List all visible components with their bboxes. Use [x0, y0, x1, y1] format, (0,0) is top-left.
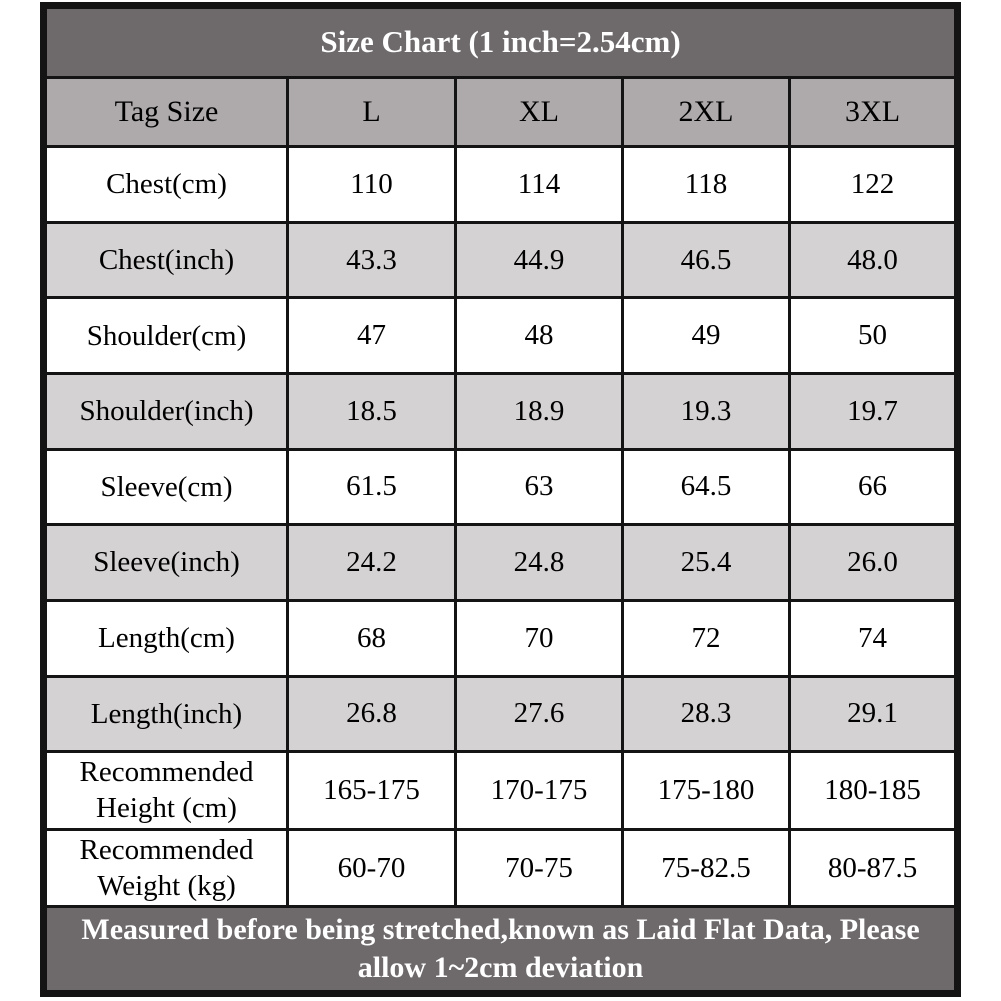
column-header-l: L [286, 75, 457, 149]
cell-value: 48 [454, 296, 624, 376]
column-header-xl: XL [454, 75, 624, 149]
table-row: Sleeve(inch) 24.2 24.8 25.4 26.0 [44, 523, 958, 602]
cell-value: 43.3 [286, 220, 457, 300]
cell-value: 114 [454, 145, 624, 224]
cell-value: 75-82.5 [621, 827, 791, 909]
cell-value: 48.0 [787, 220, 958, 300]
cell-value: 27.6 [454, 674, 624, 754]
column-header-tag-size: Tag Size [44, 75, 289, 149]
row-label: Chest(cm) [44, 145, 289, 224]
row-label: Shoulder(cm) [44, 296, 289, 376]
cell-value: 118 [621, 145, 791, 224]
cell-value: 25.4 [621, 523, 791, 602]
cell-value: 50 [787, 296, 958, 376]
table-header-row: Tag Size L XL 2XL 3XL [44, 75, 958, 149]
table-row: Recommended Height (cm) 165-175 170-175 … [44, 750, 958, 831]
table-row: Shoulder(inch) 18.5 18.9 19.3 19.7 [44, 372, 958, 451]
row-label: Shoulder(inch) [44, 372, 289, 451]
cell-value: 175-180 [621, 750, 791, 831]
cell-value: 28.3 [621, 674, 791, 754]
row-label: Sleeve(inch) [44, 523, 289, 602]
table-row: Sleeve(cm) 61.5 63 64.5 66 [44, 447, 958, 527]
footer-note: Measured before being stretched,known as… [43, 905, 958, 993]
cell-value: 47 [286, 296, 457, 376]
cell-value: 29.1 [787, 674, 958, 754]
row-label: Chest(inch) [44, 220, 289, 300]
cell-value: 72 [621, 598, 791, 678]
column-header-3xl: 3XL [787, 75, 958, 149]
cell-value: 24.2 [286, 523, 457, 602]
cell-value: 80-87.5 [787, 827, 958, 909]
cell-value: 26.8 [286, 674, 457, 754]
column-header-2xl: 2XL [621, 75, 791, 149]
cell-value: 170-175 [454, 750, 624, 831]
cell-value: 122 [787, 145, 958, 224]
table-title: Size Chart (1 inch=2.54cm) [43, 6, 958, 79]
row-label: Length(cm) [44, 598, 289, 678]
cell-value: 26.0 [787, 523, 958, 602]
cell-value: 24.8 [454, 523, 624, 602]
cell-value: 68 [286, 598, 457, 678]
cell-value: 61.5 [286, 447, 457, 527]
cell-value: 74 [787, 598, 958, 678]
cell-value: 165-175 [286, 750, 457, 831]
row-label: Recommended Height (cm) [44, 750, 289, 831]
table-row: Chest(cm) 110 114 118 122 [44, 145, 958, 224]
cell-value: 18.9 [454, 372, 624, 451]
table-title-row: Size Chart (1 inch=2.54cm) [43, 6, 958, 79]
cell-value: 46.5 [621, 220, 791, 300]
cell-value: 60-70 [286, 827, 457, 909]
table-row: Length(cm) 68 70 72 74 [44, 598, 958, 678]
row-label: Sleeve(cm) [44, 447, 289, 527]
cell-value: 64.5 [621, 447, 791, 527]
size-chart-table-frame: Size Chart (1 inch=2.54cm) Tag Size L XL… [40, 2, 961, 997]
cell-value: 110 [286, 145, 457, 224]
cell-value: 49 [621, 296, 791, 376]
cell-value: 70-75 [454, 827, 624, 909]
table-row: Chest(inch) 43.3 44.9 46.5 48.0 [44, 220, 958, 300]
cell-value: 19.3 [621, 372, 791, 451]
cell-value: 19.7 [787, 372, 958, 451]
table-footer-row: Measured before being stretched,known as… [43, 905, 958, 993]
table-row: Recommended Weight (kg) 60-70 70-75 75-8… [44, 827, 958, 909]
cell-value: 180-185 [787, 750, 958, 831]
row-label: Length(inch) [44, 674, 289, 754]
size-chart-table: Size Chart (1 inch=2.54cm) Tag Size L XL… [43, 6, 958, 993]
table-row: Shoulder(cm) 47 48 49 50 [44, 296, 958, 376]
table-row: Length(inch) 26.8 27.6 28.3 29.1 [44, 674, 958, 754]
row-label: Recommended Weight (kg) [44, 827, 289, 909]
cell-value: 44.9 [454, 220, 624, 300]
cell-value: 70 [454, 598, 624, 678]
cell-value: 66 [787, 447, 958, 527]
cell-value: 18.5 [286, 372, 457, 451]
cell-value: 63 [454, 447, 624, 527]
